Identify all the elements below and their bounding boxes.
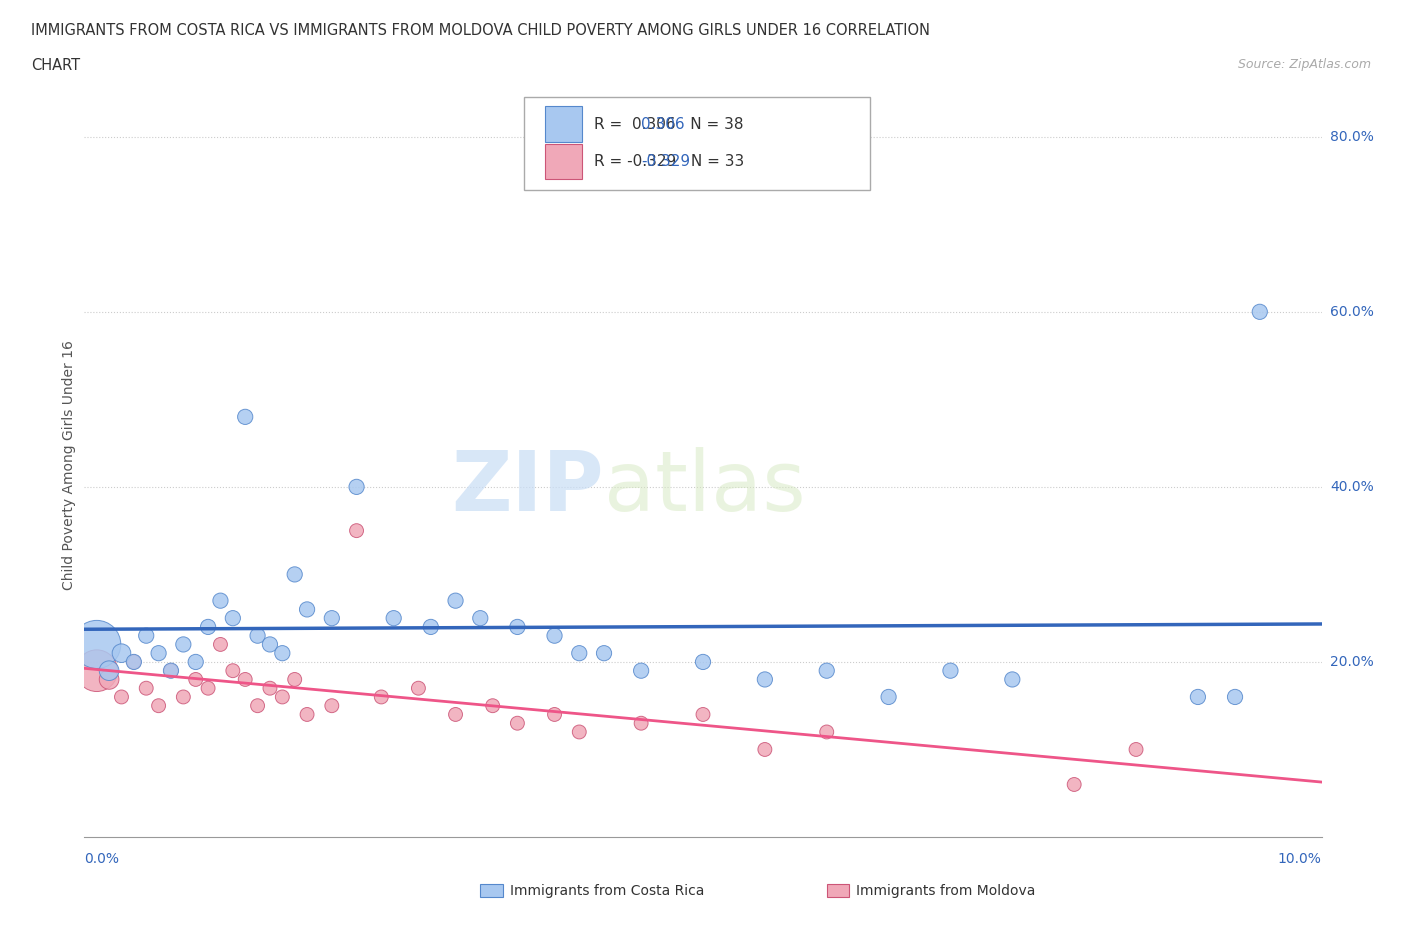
Point (209, 593, 232, 608)
Text: R = -0.329   N = 33: R = -0.329 N = 33 (595, 154, 744, 169)
Point (86, 637, 108, 652)
Point (444, 707, 467, 722)
Point (692, 655, 714, 670)
Point (346, 480, 368, 495)
Point (222, 663, 245, 678)
Point (98, 663, 121, 678)
Point (271, 645, 294, 660)
Point (877, 689, 900, 704)
Point (148, 645, 170, 660)
Bar (544, 106, 582, 142)
Point (295, 707, 318, 722)
Point (754, 672, 776, 687)
Point (321, 611, 343, 626)
Point (172, 689, 194, 704)
Point (754, 742, 776, 757)
Point (481, 698, 503, 713)
Point (222, 611, 245, 626)
Point (122, 655, 145, 670)
Point (470, 611, 492, 626)
Text: ZIP: ZIP (451, 446, 605, 528)
Point (1001, 672, 1024, 687)
Point (246, 629, 269, 644)
Point (148, 698, 170, 713)
Point (284, 672, 307, 687)
Point (184, 655, 207, 670)
Point (233, 672, 256, 687)
Point (197, 681, 219, 696)
Text: IMMIGRANTS FROM COSTA RICA VS IMMIGRANTS FROM MOLDOVA CHILD POVERTY AMONG GIRLS : IMMIGRANTS FROM COSTA RICA VS IMMIGRANTS… (31, 23, 929, 38)
Text: Immigrants from Costa Rica: Immigrants from Costa Rica (510, 884, 704, 897)
Point (259, 637, 281, 652)
Point (271, 689, 294, 704)
Point (98, 672, 121, 687)
Text: -0.329: -0.329 (641, 154, 690, 169)
Point (815, 663, 838, 678)
Point (259, 681, 281, 696)
Point (172, 637, 194, 652)
Text: CHART: CHART (31, 58, 80, 73)
Text: atlas: atlas (605, 446, 806, 528)
Text: 0.306: 0.306 (641, 117, 685, 132)
Point (246, 698, 269, 713)
Point (593, 645, 616, 660)
Point (184, 672, 207, 687)
Y-axis label: Child Poverty Among Girls Under 16: Child Poverty Among Girls Under 16 (62, 340, 76, 590)
Text: 40.0%: 40.0% (1330, 480, 1374, 494)
Point (939, 663, 962, 678)
Point (568, 724, 591, 739)
Bar (827, 884, 849, 897)
Bar (481, 884, 502, 897)
Point (233, 409, 256, 424)
Point (506, 716, 529, 731)
Point (160, 663, 183, 678)
Point (1063, 777, 1085, 792)
Point (1187, 689, 1209, 704)
Text: R =  0.306   N = 38: R = 0.306 N = 38 (595, 117, 744, 132)
Point (630, 663, 652, 678)
Point (346, 524, 368, 538)
Point (1249, 304, 1271, 319)
Point (692, 707, 714, 722)
Point (444, 593, 467, 608)
Point (284, 567, 307, 582)
Point (630, 716, 652, 731)
Text: 0.0%: 0.0% (84, 852, 120, 866)
Point (543, 707, 565, 722)
Point (86, 663, 108, 678)
Point (197, 619, 219, 634)
Text: 80.0%: 80.0% (1330, 130, 1374, 144)
Point (568, 645, 591, 660)
Point (419, 619, 441, 634)
Text: 20.0%: 20.0% (1330, 655, 1374, 669)
Bar (544, 143, 582, 179)
Point (160, 663, 183, 678)
Point (543, 629, 565, 644)
Point (135, 681, 157, 696)
Point (135, 629, 157, 644)
Text: Source: ZipAtlas.com: Source: ZipAtlas.com (1237, 58, 1371, 71)
Text: Immigrants from Moldova: Immigrants from Moldova (856, 884, 1036, 897)
Point (815, 724, 838, 739)
Point (110, 645, 132, 660)
FancyBboxPatch shape (523, 97, 870, 190)
Point (408, 681, 430, 696)
Point (110, 689, 132, 704)
Point (382, 611, 405, 626)
Point (1223, 689, 1246, 704)
Point (295, 602, 318, 617)
Text: 10.0%: 10.0% (1278, 852, 1322, 866)
Point (1125, 742, 1147, 757)
Point (506, 619, 529, 634)
Point (321, 698, 343, 713)
Point (209, 637, 232, 652)
Point (122, 655, 145, 670)
Point (370, 689, 392, 704)
Text: 60.0%: 60.0% (1330, 305, 1374, 319)
